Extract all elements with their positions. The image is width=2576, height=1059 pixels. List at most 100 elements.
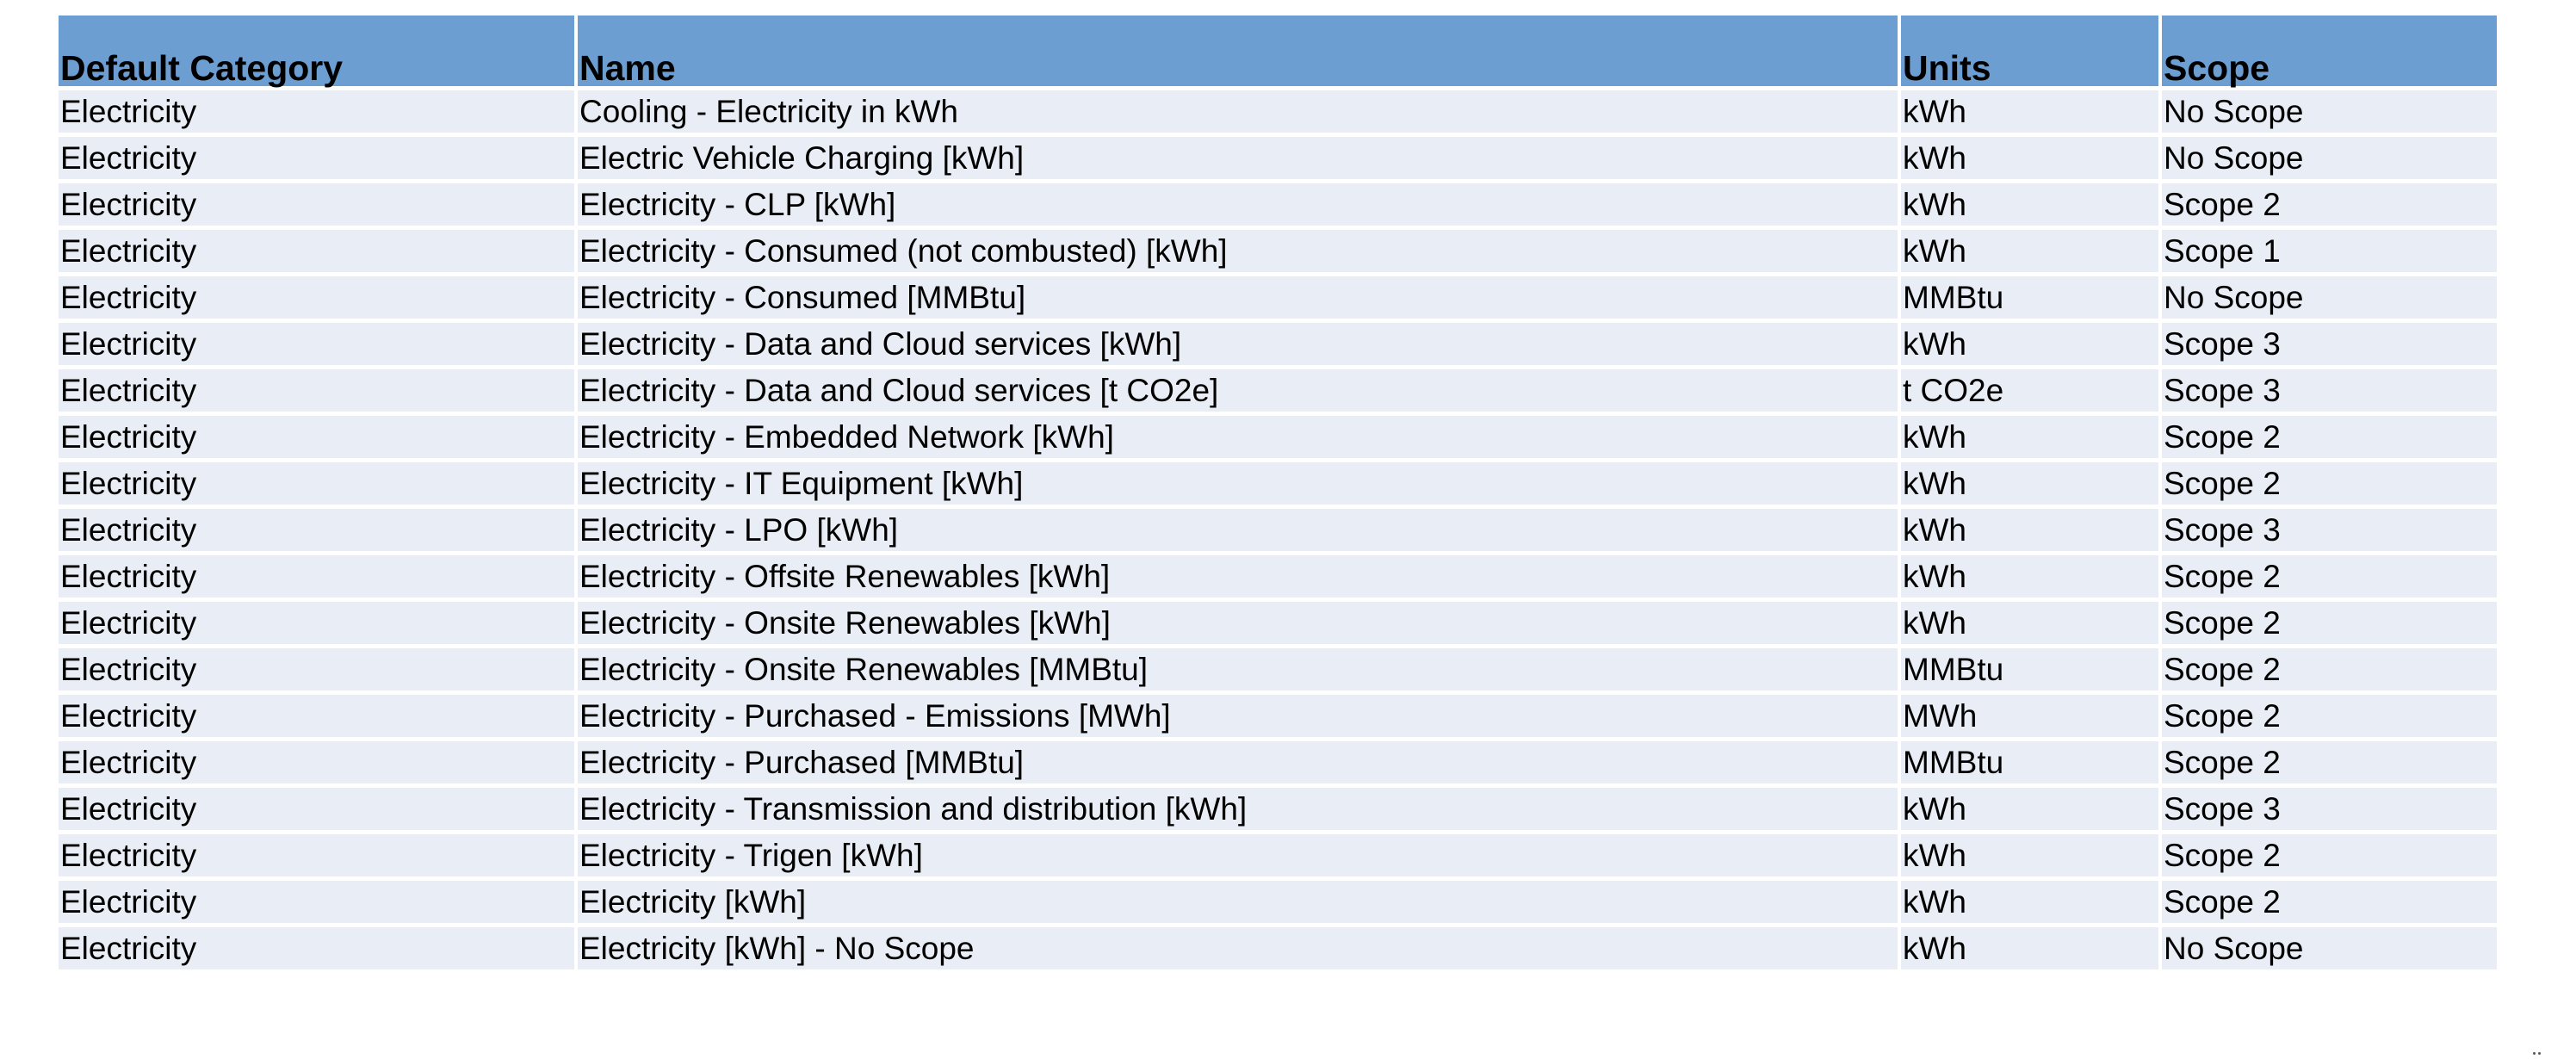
cell-name-text: Electricity - Onsite Renewables [kWh] (579, 605, 1111, 641)
cell-scope: Scope 2 (2160, 878, 2497, 927)
cell-scope-text: Scope 2 (2164, 466, 2281, 501)
cell-scope: Scope 3 (2160, 785, 2497, 834)
cell-units: t CO2e (1899, 367, 2162, 416)
cell-units: kWh (1899, 832, 2162, 881)
cell-name-text: Electricity - Data and Cloud services [t… (579, 373, 1219, 408)
cell-name-text: Electricity - Purchased - Emissions [MWh… (579, 695, 1171, 735)
table-row: Electricity Electricity - Onsite Renewabl… (59, 646, 2497, 695)
cell-default-category-text: Electricity (60, 931, 197, 966)
cell-scope-text: Scope 3 (2164, 373, 2281, 408)
cell-name-text: Electricity - LPO [kWh] (579, 512, 899, 548)
cell-default-category: Electricity (59, 460, 578, 509)
cell-default-category-text: Electricity (60, 745, 197, 780)
table-row: Electricity Electricity - Embedded Networ… (59, 413, 2497, 462)
corner-dots-icon (2533, 1044, 2545, 1055)
table-row: Electricity Electric Vehicle Charging [kW… (59, 134, 2497, 183)
cell-units-text: kWh (1903, 419, 1966, 455)
cell-units: kWh (1899, 506, 2162, 555)
cell-default-category-text: Electricity (60, 140, 197, 176)
cell-scope: Scope 2 (2160, 599, 2497, 648)
cell-scope: No Scope (2160, 925, 2497, 974)
cell-name-text: Electricity - Consumed (not combusted) [… (579, 230, 1228, 270)
cell-units-text: MMBtu (1903, 745, 2004, 780)
table-row: Electricity Electricity - IT Equipment [k… (59, 460, 2497, 509)
cell-units: kWh (1899, 553, 2162, 602)
cell-units: kWh (1899, 925, 2162, 974)
cell-units-text: kWh (1903, 466, 1966, 501)
cell-scope-text: Scope 2 (2164, 745, 2281, 780)
cell-default-category: Electricity (59, 367, 578, 416)
cell-name: Electricity - Purchased - Emissions [MWh… (576, 692, 1901, 741)
cell-scope: Scope 1 (2160, 227, 2497, 276)
cell-default-category: Electricity (59, 832, 578, 881)
cell-units-text: kWh (1903, 94, 1966, 129)
cell-name: Electricity - Embedded Network [kWh] (576, 413, 1901, 462)
column-header-default-category: Default Category (59, 15, 578, 89)
data-table-container: Default Category Name Units Scope Electr… (59, 15, 2497, 974)
cell-default-category-text: Electricity (60, 94, 197, 129)
cell-default-category-text: Electricity (60, 838, 197, 873)
cell-scope: Scope 2 (2160, 692, 2497, 741)
cell-default-category-text: Electricity (60, 512, 197, 548)
cell-scope-text: No Scope (2164, 140, 2304, 176)
cell-scope-text: Scope 2 (2164, 695, 2281, 735)
cell-scope: Scope 2 (2160, 460, 2497, 509)
cell-scope-text: No Scope (2164, 931, 2304, 966)
cell-default-category: Electricity (59, 878, 578, 927)
cell-default-category-text: Electricity (60, 466, 197, 501)
cell-name: Cooling - Electricity in kWh (576, 88, 1901, 137)
cell-units: kWh (1899, 134, 2162, 183)
column-header-scope: Scope (2160, 15, 2497, 89)
cell-name: Electricity - Transmission and distribut… (576, 785, 1901, 834)
cell-default-category: Electricity (59, 739, 578, 788)
table-row: Electricity Electricity - Transmission an… (59, 785, 2497, 834)
cell-units: kWh (1899, 785, 2162, 834)
cell-name: Electricity - Data and Cloud services [k… (576, 320, 1901, 369)
cell-units: MMBtu (1899, 274, 2162, 323)
cell-name-text: Electricity - Transmission and distribut… (579, 788, 1247, 828)
cell-default-category: Electricity (59, 506, 578, 555)
cell-scope: No Scope (2160, 88, 2497, 137)
cell-scope-text: Scope 1 (2164, 230, 2281, 270)
table-row: Electricity Electricity - Data and Cloud … (59, 367, 2497, 416)
cell-scope: No Scope (2160, 134, 2497, 183)
cell-units-text: kWh (1903, 233, 1966, 269)
cell-scope-text: Scope 2 (2164, 652, 2281, 687)
cell-default-category-text: Electricity (60, 605, 197, 641)
cell-name-text: Electricity - IT Equipment [kWh] (579, 466, 1024, 501)
cell-default-category-text: Electricity (60, 698, 197, 734)
cell-name: Electricity - IT Equipment [kWh] (576, 460, 1901, 509)
cell-name-text: Electricity - CLP [kWh] (579, 187, 896, 222)
table-row: Electricity Cooling - Electricity in kWh k… (59, 88, 2497, 137)
cell-units: MMBtu (1899, 739, 2162, 788)
cell-units-text: t CO2e (1903, 373, 2004, 408)
cell-name-text: Electricity - Trigen [kWh] (579, 838, 923, 873)
cell-name: Electricity - LPO [kWh] (576, 506, 1901, 555)
table-row: Electricity Electricity - Trigen [kWh] kWh… (59, 832, 2497, 881)
cell-scope: Scope 3 (2160, 367, 2497, 416)
cell-units-text: kWh (1903, 512, 1966, 548)
cell-scope-text: Scope 3 (2164, 788, 2281, 828)
cell-default-category: Electricity (59, 88, 578, 137)
cell-units-text: MMBtu (1903, 652, 2004, 687)
cell-default-category: Electricity (59, 925, 578, 974)
cell-default-category-text: Electricity (60, 280, 197, 315)
table-header: Default Category Name Units Scope (59, 15, 2497, 89)
cell-default-category-text: Electricity (60, 187, 197, 222)
cell-scope-text: No Scope (2164, 90, 2304, 131)
cell-scope: Scope 2 (2160, 739, 2497, 788)
cell-name: Electric Vehicle Charging [kWh] (576, 134, 1901, 183)
cell-units: MMBtu (1899, 646, 2162, 695)
cell-scope-text: No Scope (2164, 280, 2304, 315)
column-header-units: Units (1899, 15, 2162, 89)
cell-default-category-text: Electricity (60, 419, 197, 455)
cell-default-category: Electricity (59, 692, 578, 741)
cell-name-text: Electric Vehicle Charging [kWh] (579, 140, 1025, 176)
cell-name: Electricity - CLP [kWh] (576, 181, 1901, 230)
cell-default-category: Electricity (59, 646, 578, 695)
cell-default-category: Electricity (59, 599, 578, 648)
table-row: Electricity Electricity [kWh] - No Scope k… (59, 925, 2497, 974)
cell-name-text: Electricity - Purchased [MMBtu] (579, 745, 1025, 780)
cell-units-text: MWh (1903, 698, 1978, 734)
cell-name: Electricity - Onsite Renewables [MMBtu] (576, 646, 1901, 695)
